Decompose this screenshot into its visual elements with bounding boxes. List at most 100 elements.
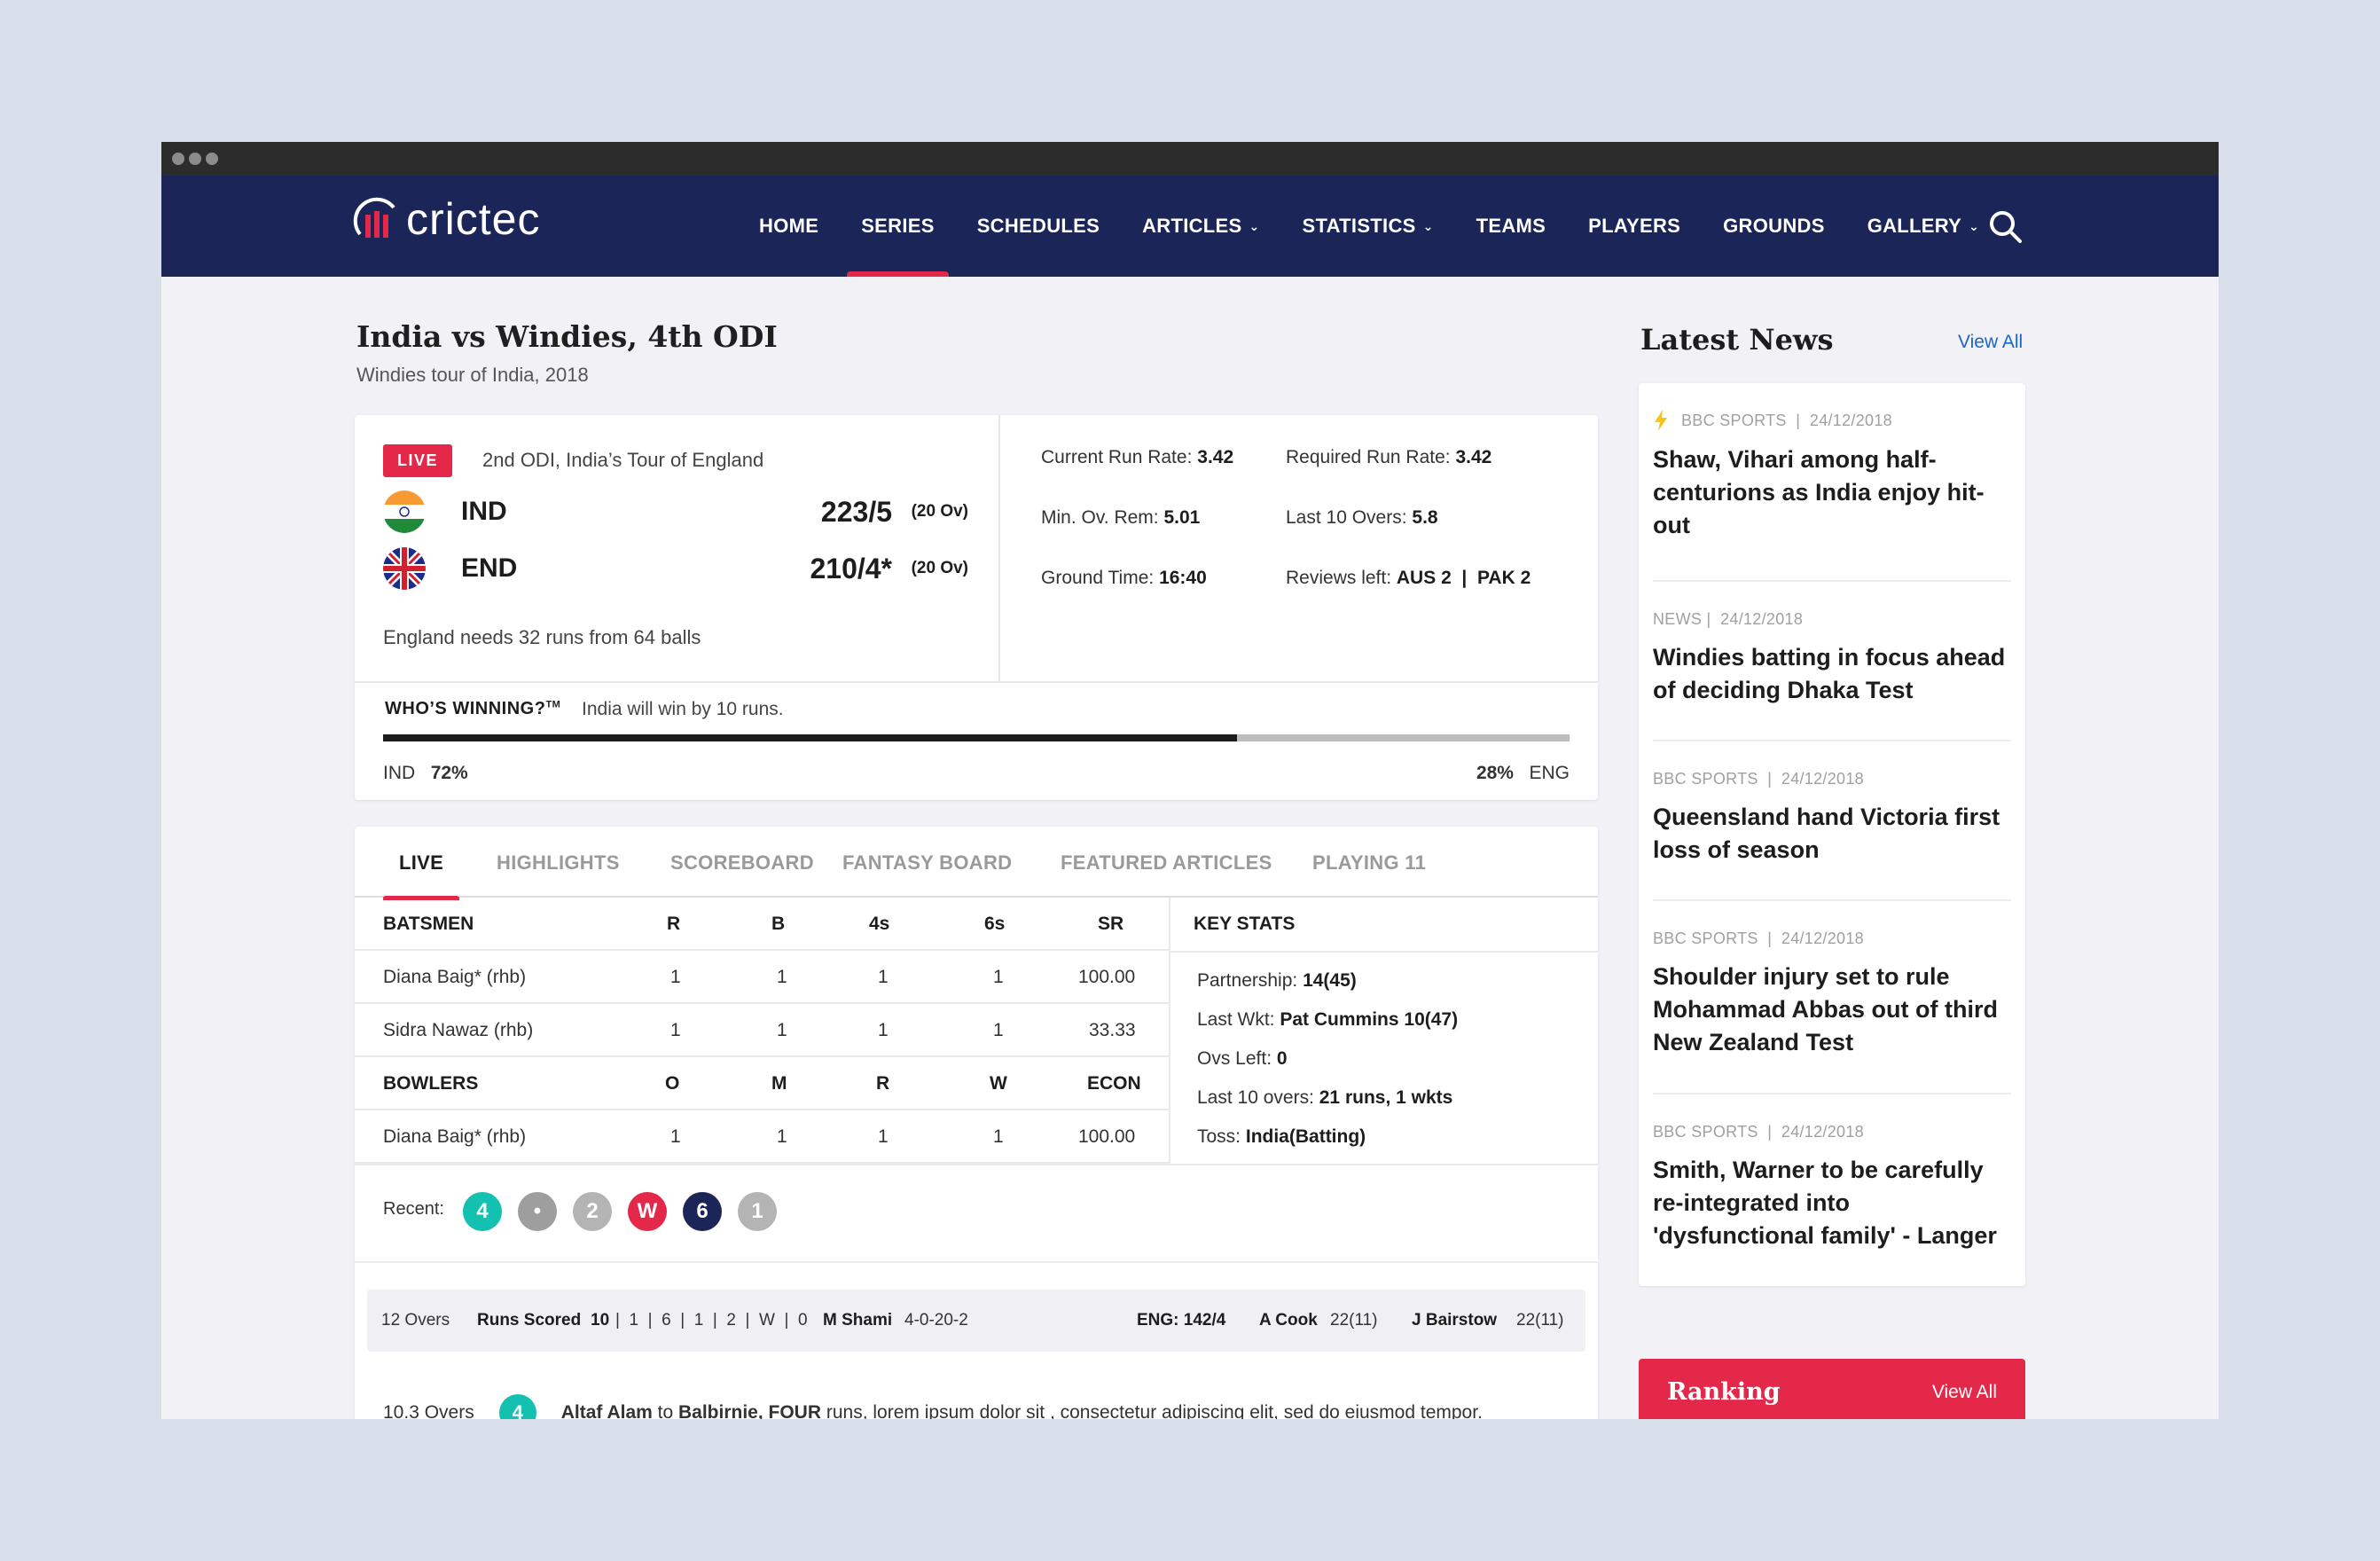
stat-value: AUS 2 | PAK 2 xyxy=(1396,568,1531,588)
news-source: BBC SPORTS | 24/12/2018 xyxy=(1653,930,1864,947)
news-item[interactable]: BBC SPORTS | 24/12/2018 Shoulder injury … xyxy=(1653,930,2011,1059)
ranking-title: Ranking xyxy=(1667,1378,1781,1406)
stat-label: Min. Ov. Rem: xyxy=(1041,507,1159,528)
key-stat-item: Toss: India(Batting) xyxy=(1197,1126,1366,1148)
tab-playing-11[interactable]: PLAYING 11 xyxy=(1312,851,1427,874)
divider xyxy=(355,1164,1598,1165)
table-row[interactable]: Diana Baig* (rhb) 1 1 1 1 100.00 xyxy=(355,951,1169,1004)
nav-teams[interactable]: TEAMS xyxy=(1476,176,1546,277)
news-source: BBC SPORTS | 24/12/2018 xyxy=(1653,770,1864,788)
table-cell: 1 xyxy=(993,1126,1004,1147)
news-item[interactable]: BBC SPORTS | 24/12/2018 Smith, Warner to… xyxy=(1653,1123,2011,1252)
nav-articles[interactable]: ARTICLES ⌄ xyxy=(1142,176,1259,277)
nav-schedules[interactable]: SCHEDULES xyxy=(977,176,1100,277)
stat-label: Current Run Rate: xyxy=(1041,447,1193,467)
lightning-icon xyxy=(1655,410,1667,431)
recent-ball: 1 xyxy=(738,1192,777,1231)
tab-scoreboard[interactable]: SCOREBOARD xyxy=(670,851,814,874)
stat-label: Ovs Left: xyxy=(1197,1048,1272,1069)
window-dot-icon[interactable] xyxy=(172,153,184,165)
table-cell: 1 xyxy=(878,967,889,987)
table-cell: 1 xyxy=(878,1020,889,1040)
stat-value: India(Batting) xyxy=(1245,1126,1366,1147)
tab-featured-articles[interactable]: FEATURED ARTICLES xyxy=(1061,851,1272,874)
nav-label: HOME xyxy=(759,215,819,237)
tab-highlights[interactable]: HIGHLIGHTS xyxy=(497,851,620,874)
window-dot-icon[interactable] xyxy=(189,153,201,165)
chevron-down-icon: ⌄ xyxy=(1249,218,1260,233)
news-headline: Shaw, Vihari among half-centurions as In… xyxy=(1653,446,1985,538)
win-pct-right: 28% ENG xyxy=(1476,763,1570,784)
stumps-logo-icon xyxy=(353,197,395,238)
column-header: 6s xyxy=(984,914,1006,934)
browser-window: crictec HOME SERIES SCHEDULES ARTICLES ⌄ … xyxy=(161,142,2219,1419)
divider xyxy=(1170,951,1598,953)
player-name: Sidra Nawaz (rhb) xyxy=(383,1020,534,1040)
search-icon[interactable] xyxy=(1985,206,2027,248)
table-cell: 1 xyxy=(670,1020,681,1040)
divider xyxy=(1653,1093,2011,1094)
column-header: SR xyxy=(1098,914,1124,934)
column-header: BOWLERS xyxy=(383,1073,479,1094)
stat-label: Partnership: xyxy=(1197,970,1298,991)
nav-grounds[interactable]: GROUNDS xyxy=(1723,176,1825,277)
news-view-all-link[interactable]: View All xyxy=(1958,332,2024,352)
nav-players[interactable]: PLAYERS xyxy=(1588,176,1680,277)
nav-statistics[interactable]: STATISTICS ⌄ xyxy=(1303,176,1434,277)
news-headline: Queensland hand Victoria first loss of s… xyxy=(1653,804,2000,863)
batter-score: 22(11) xyxy=(1516,1311,1564,1330)
nav-label: SERIES xyxy=(861,215,935,237)
team-code: IND xyxy=(461,497,507,526)
tab-bar: LIVE HIGHLIGHTS SCOREBOARD FANTASY BOARD… xyxy=(355,827,1598,900)
tab-fantasy-board[interactable]: FANTASY BOARD xyxy=(842,851,1013,874)
news-item[interactable]: BBC SPORTS | 24/12/2018 Queensland hand … xyxy=(1653,770,2011,867)
news-meta: BBC SPORTS | 24/12/2018 xyxy=(1653,770,2011,788)
target-note: England needs 32 runs from 64 balls xyxy=(383,626,701,648)
recent-ball: • xyxy=(518,1192,557,1231)
live-badge: LIVE xyxy=(383,444,453,477)
nav-label: PLAYERS xyxy=(1588,215,1681,237)
table-cell: 1 xyxy=(670,1126,681,1147)
news-list: BBC SPORTS | 24/12/2018 Shaw, Vihari amo… xyxy=(1639,383,2025,1286)
table-header-batsmen: BATSMEN R B 4s 6s SR xyxy=(355,898,1169,951)
key-stat-item: Ovs Left: 0 xyxy=(1197,1048,1288,1070)
nav-label: STATISTICS xyxy=(1302,215,1416,237)
stat-label: Toss: xyxy=(1197,1126,1241,1147)
stat-ground-time: Ground Time: 16:40 xyxy=(1041,568,1207,589)
nav-home[interactable]: HOME xyxy=(759,176,818,277)
ranking-view-all-link[interactable]: View All xyxy=(1931,1382,1997,1402)
top-navbar: crictec HOME SERIES SCHEDULES ARTICLES ⌄ … xyxy=(161,176,2219,277)
stat-value: 3.42 xyxy=(1455,447,1492,467)
news-item[interactable]: NEWS | 24/12/2018 Windies batting in foc… xyxy=(1653,610,2011,707)
news-item[interactable]: BBC SPORTS | 24/12/2018 Shaw, Vihari amo… xyxy=(1653,410,2011,542)
window-dot-icon[interactable] xyxy=(206,153,218,165)
player-name: Diana Baig* (rhb) xyxy=(383,1126,527,1147)
nav-series[interactable]: SERIES xyxy=(847,176,949,277)
recent-ball: 4 xyxy=(463,1192,502,1231)
page-subtitle: Windies tour of India, 2018 xyxy=(356,364,589,386)
win-pct-left: IND 72% xyxy=(383,763,468,784)
nav-label: ARTICLES xyxy=(1142,215,1242,237)
team-code: ENG xyxy=(1529,763,1570,783)
batter-name: J Bairstow xyxy=(1412,1311,1498,1330)
column-header: B xyxy=(771,914,786,934)
table-row[interactable]: Sidra Nawaz (rhb) 1 1 1 1 33.33 xyxy=(355,1004,1169,1057)
live-details-card: LIVE HIGHLIGHTS SCOREBOARD FANTASY BOARD… xyxy=(355,827,1598,1419)
tab-live[interactable]: LIVE xyxy=(382,851,460,900)
column-header: 4s xyxy=(869,914,890,934)
commentary-line: 10.3 Overs 4 Altaf Alam to Balbirnie, FO… xyxy=(383,1394,1483,1419)
chevron-down-icon: ⌄ xyxy=(1422,218,1434,233)
stat-value: 14(45) xyxy=(1303,970,1357,991)
divider xyxy=(355,1261,1598,1263)
divider xyxy=(355,681,1598,683)
brand-logo[interactable]: crictec xyxy=(353,193,540,245)
stat-required-run-rate: Required Run Rate: 3.42 xyxy=(1286,447,1491,468)
news-source: BBC SPORTS | 24/12/2018 xyxy=(1653,1123,1864,1141)
commentary-to: to xyxy=(657,1402,674,1419)
table-row[interactable]: Diana Baig* (rhb) 1 1 1 1 100.00 xyxy=(355,1110,1169,1164)
commentary-bowler: Altaf Alam xyxy=(560,1402,653,1419)
bowler-figures: 4-0-20-2 xyxy=(904,1311,968,1330)
stat-label: Reviews left: xyxy=(1286,568,1392,588)
commentary-batter: Balbirnie, FOUR xyxy=(678,1402,822,1419)
nav-gallery[interactable]: GALLERY ⌄ xyxy=(1867,176,1979,277)
